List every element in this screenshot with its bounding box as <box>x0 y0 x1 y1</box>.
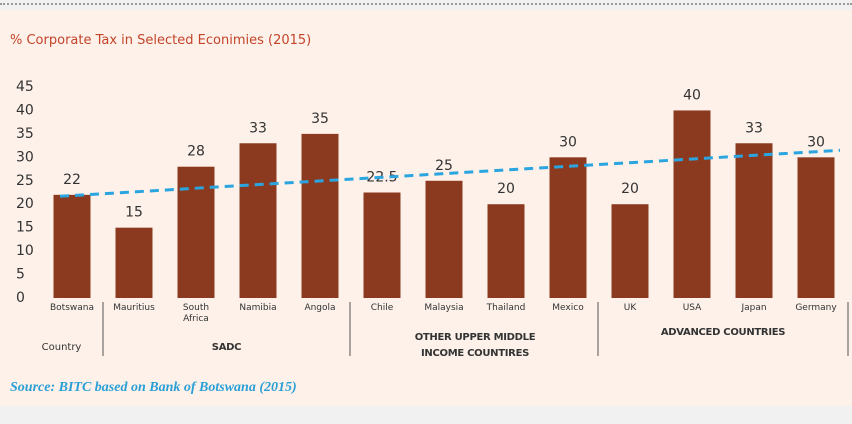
trendline <box>59 148 841 198</box>
value-label: 20 <box>497 181 515 197</box>
value-label: 33 <box>745 120 763 136</box>
bar <box>115 227 153 298</box>
x-tick-label: Mexico <box>552 303 584 313</box>
value-label: 40 <box>683 87 701 103</box>
group-label: OTHER UPPER MIDDLE INCOME COUNTIRES <box>414 332 536 359</box>
bar <box>487 204 525 298</box>
y-tick-label: 15 <box>16 220 34 236</box>
value-label: 33 <box>249 120 267 136</box>
bar <box>611 204 649 298</box>
y-tick-label: 10 <box>16 243 34 259</box>
group-label: SADC <box>211 342 242 353</box>
y-tick-label: 35 <box>16 126 34 142</box>
x-tick-label: Mauritius <box>113 303 155 313</box>
y-tick-label: 0 <box>16 290 25 306</box>
x-tick-label: Chile <box>370 303 394 313</box>
chart-title: % Corporate Tax in Selected Econimies (2… <box>10 33 312 48</box>
bar <box>797 157 835 298</box>
x-tick-label: Thailand <box>486 303 526 313</box>
source-note: Source: BITC based on Bank of Botswana (… <box>10 380 297 395</box>
y-tick-label: 20 <box>16 196 34 212</box>
x-tick-label: Germany <box>795 303 837 313</box>
group-label: ADVANCED COUNTRIES <box>660 327 786 338</box>
bar <box>239 143 277 298</box>
bar <box>53 194 91 298</box>
dotted-rule <box>0 3 852 5</box>
bar <box>549 157 587 298</box>
value-label: 20 <box>621 181 639 197</box>
y-tick-label: 40 <box>16 102 34 118</box>
value-label: 28 <box>187 144 205 160</box>
x-tick-label: South Africa <box>182 303 210 324</box>
group-label: Country <box>41 342 82 353</box>
y-tick-label: 45 <box>16 79 34 95</box>
bar <box>301 133 339 298</box>
x-tick-label: Namibia <box>239 303 277 313</box>
y-tick-label: 5 <box>16 267 25 283</box>
y-tick-label: 30 <box>16 149 34 165</box>
x-tick-label: Malaysia <box>424 303 464 313</box>
x-tick-label: Japan <box>741 303 767 313</box>
y-tick-label: 25 <box>16 173 34 189</box>
value-label: 35 <box>311 111 329 127</box>
bar <box>735 143 773 298</box>
value-label: 30 <box>807 134 825 150</box>
x-tick-label: Angola <box>304 303 336 313</box>
value-label: 25 <box>435 158 453 174</box>
bar <box>363 192 401 298</box>
bar <box>673 110 711 298</box>
value-label: 30 <box>559 134 577 150</box>
x-tick-label: UK <box>623 303 637 313</box>
value-label: 22 <box>63 172 81 188</box>
x-tick-label: USA <box>682 303 702 313</box>
bar <box>425 180 463 298</box>
value-label: 15 <box>125 205 143 221</box>
bar <box>177 166 215 298</box>
x-tick-label: Botswana <box>50 303 94 313</box>
